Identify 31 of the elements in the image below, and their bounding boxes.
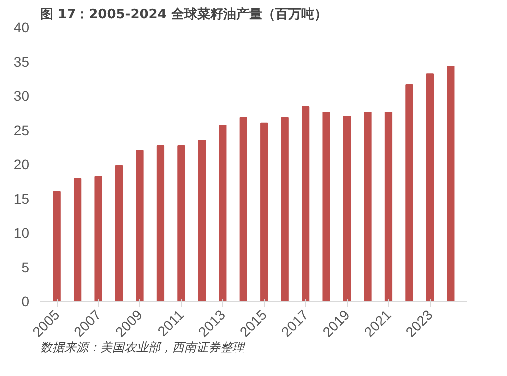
bar	[53, 191, 61, 302]
bar	[364, 112, 372, 302]
chart-title: 图 17：2005-2024 全球菜籽油产量（百万吨）	[40, 6, 328, 22]
bar	[74, 178, 82, 302]
bar	[94, 176, 102, 302]
bar	[384, 112, 393, 302]
bar	[260, 122, 268, 302]
bar	[240, 117, 248, 302]
source-note: 数据来源：美国农业部，西南证券整理	[40, 340, 246, 354]
bar	[447, 66, 455, 302]
bar	[281, 117, 289, 302]
y-tick-label: 35	[14, 54, 30, 70]
y-tick-label: 25	[14, 122, 30, 138]
bar	[156, 146, 165, 302]
y-tick-label: 20	[14, 156, 30, 172]
bar	[302, 106, 310, 302]
bar	[343, 116, 352, 302]
y-tick-label: 10	[14, 225, 30, 241]
bar	[322, 112, 330, 302]
y-tick-label: 30	[14, 88, 30, 104]
y-tick-label: 0	[22, 294, 30, 310]
bar	[426, 74, 434, 302]
bar	[406, 84, 414, 302]
bar	[136, 150, 144, 302]
bar	[115, 165, 124, 302]
y-tick-label: 15	[14, 190, 30, 207]
bar	[219, 124, 227, 302]
bar	[198, 140, 206, 302]
bar	[178, 146, 186, 302]
y-tick-label: 5	[22, 259, 30, 276]
y-tick-label: 40	[14, 20, 30, 36]
